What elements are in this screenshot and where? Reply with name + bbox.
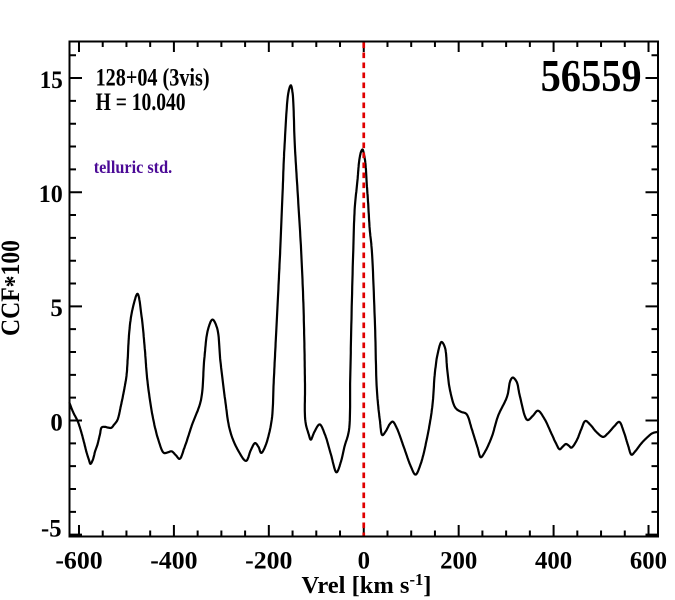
- svg-text:5: 5: [50, 294, 62, 322]
- svg-text:0: 0: [358, 546, 370, 574]
- svg-text:56559: 56559: [541, 51, 642, 101]
- svg-text:200: 200: [440, 546, 477, 574]
- svg-text:telluric std.: telluric std.: [94, 157, 173, 177]
- svg-text:-600: -600: [55, 546, 102, 574]
- svg-text:400: 400: [535, 546, 572, 574]
- svg-text:Vrel [km s-1]: Vrel [km s-1]: [302, 570, 432, 599]
- svg-text:10: 10: [39, 180, 63, 208]
- svg-text:H = 10.040: H = 10.040: [96, 89, 186, 116]
- svg-text:0: 0: [50, 408, 62, 436]
- svg-text:15: 15: [40, 66, 63, 94]
- svg-text:-200: -200: [245, 546, 292, 574]
- svg-text:-5: -5: [41, 515, 62, 543]
- svg-text:128+04 (3vis): 128+04 (3vis): [96, 65, 210, 92]
- svg-text:-400: -400: [150, 546, 197, 574]
- svg-text:CCF*100: CCF*100: [0, 240, 29, 336]
- svg-text:600: 600: [630, 546, 667, 574]
